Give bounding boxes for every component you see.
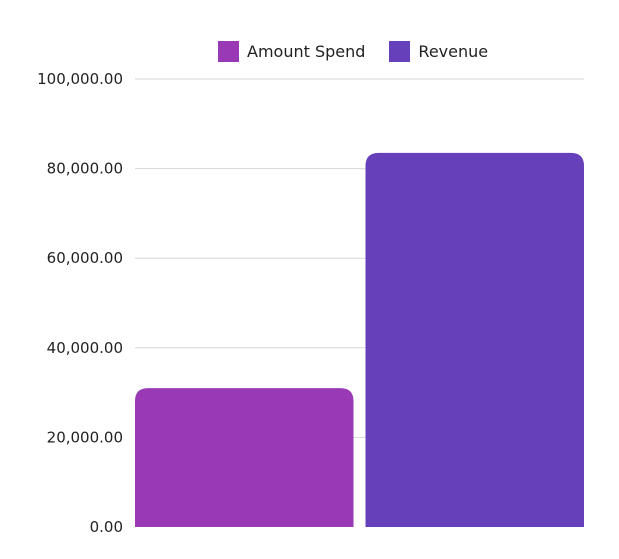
legend-label-revenue: Revenue (418, 42, 489, 61)
legend-swatch-revenue (389, 41, 411, 62)
y-tick-label: 100,000.00 (37, 70, 123, 88)
bar-revenue[interactable] (365, 152, 585, 528)
legend-item-amount-spend[interactable]: Amount Spend (218, 41, 365, 62)
y-tick-label: 0.00 (90, 518, 123, 536)
chart-legend: Amount Spend Revenue (218, 41, 488, 62)
y-tick-label: 40,000.00 (47, 339, 123, 357)
bar-amount-spend[interactable] (135, 388, 354, 527)
y-tick-label: 80,000.00 (47, 160, 123, 178)
legend-swatch-amount-spend (218, 41, 239, 62)
y-tick-label: 20,000.00 (47, 428, 123, 446)
legend-label-amount-spend: Amount Spend (247, 42, 366, 61)
y-tick-label: 60,000.00 (47, 249, 123, 267)
legend-item-revenue[interactable]: Revenue (389, 41, 488, 62)
